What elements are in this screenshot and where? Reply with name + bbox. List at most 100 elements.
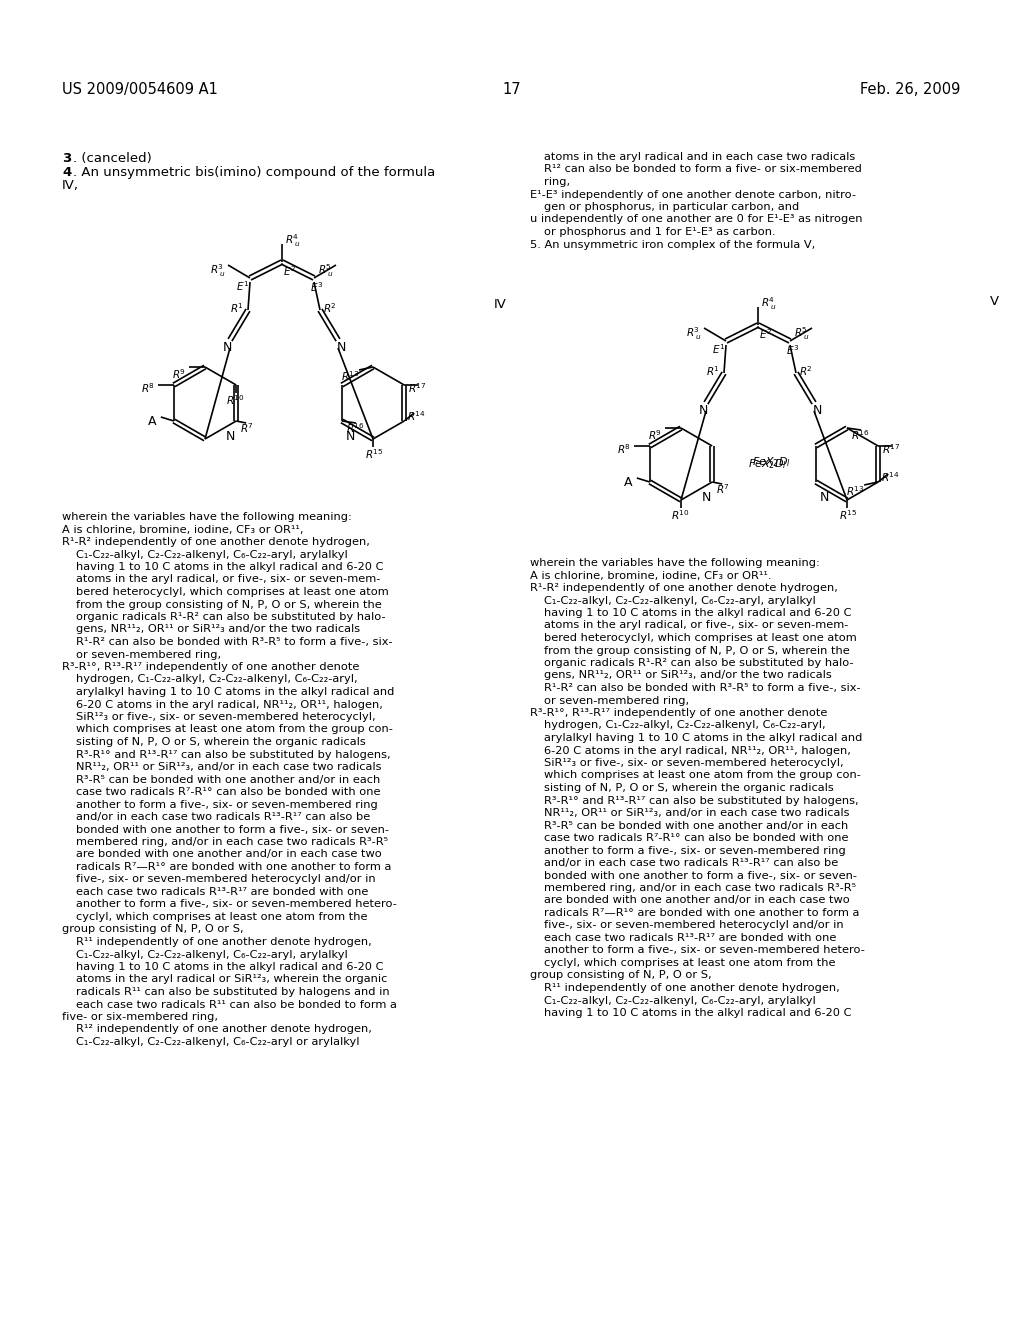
Text: R¹-R² independently of one another denote hydrogen,: R¹-R² independently of one another denot… xyxy=(62,537,370,546)
Text: $R^5_{\ u}$: $R^5_{\ u}$ xyxy=(794,325,810,342)
Text: case two radicals R⁷-R¹° can also be bonded with one: case two radicals R⁷-R¹° can also be bon… xyxy=(76,787,381,797)
Text: membered ring, and/or in each case two radicals R³-R⁵: membered ring, and/or in each case two r… xyxy=(544,883,856,894)
Text: each case two radicals R¹³-R¹⁷ are bonded with one: each case two radicals R¹³-R¹⁷ are bonde… xyxy=(544,933,837,942)
Text: $R^{13}$: $R^{13}$ xyxy=(846,484,865,498)
Text: bonded with one another to form a five-, six- or seven-: bonded with one another to form a five-,… xyxy=(544,870,857,880)
Text: R³-R¹° and R¹³-R¹⁷ can also be substituted by halogens,: R³-R¹° and R¹³-R¹⁷ can also be substitut… xyxy=(76,750,390,759)
Text: V: V xyxy=(990,294,999,308)
Text: R³-R¹°, R¹³-R¹⁷ independently of one another denote: R³-R¹°, R¹³-R¹⁷ independently of one ano… xyxy=(62,663,359,672)
Text: $FeX_2D_l$: $FeX_2D_l$ xyxy=(752,455,791,469)
Text: u independently of one another are 0 for E¹-E³ as nitrogen: u independently of one another are 0 for… xyxy=(530,214,862,224)
Text: $R^4_{\ u}$: $R^4_{\ u}$ xyxy=(761,294,777,312)
Text: $R^7$: $R^7$ xyxy=(716,482,730,496)
Text: or seven-membered ring,: or seven-membered ring, xyxy=(544,696,689,705)
Text: C₁-C₂₂-alkyl, C₂-C₂₂-alkenyl, C₆-C₂₂-aryl or arylalkyl: C₁-C₂₂-alkyl, C₂-C₂₂-alkenyl, C₆-C₂₂-ary… xyxy=(76,1038,359,1047)
Text: $R^1$: $R^1$ xyxy=(706,364,720,378)
Text: R¹-R² independently of one another denote hydrogen,: R¹-R² independently of one another denot… xyxy=(530,583,838,593)
Text: atoms in the aryl radical and in each case two radicals: atoms in the aryl radical and in each ca… xyxy=(544,152,855,162)
Text: $R^3_{\ u}$: $R^3_{\ u}$ xyxy=(210,261,226,279)
Text: SiR¹²₃ or five-, six- or seven-membered heterocyclyl,: SiR¹²₃ or five-, six- or seven-membered … xyxy=(76,711,376,722)
Text: from the group consisting of N, P, O or S, wherein the: from the group consisting of N, P, O or … xyxy=(544,645,850,656)
Text: cyclyl, which comprises at least one atom from the: cyclyl, which comprises at least one ato… xyxy=(544,958,836,968)
Text: gens, NR¹¹₂, OR¹¹ or SiR¹²₃ and/or the two radicals: gens, NR¹¹₂, OR¹¹ or SiR¹²₃ and/or the t… xyxy=(76,624,360,635)
Text: $R^{10}$: $R^{10}$ xyxy=(671,508,690,521)
Text: radicals R⁷—R¹° are bonded with one another to form a: radicals R⁷—R¹° are bonded with one anot… xyxy=(544,908,859,917)
Text: hydrogen, C₁-C₂₂-alkyl, C₂-C₂₂-alkenyl, C₆-C₂₂-aryl,: hydrogen, C₁-C₂₂-alkyl, C₂-C₂₂-alkenyl, … xyxy=(544,721,825,730)
Text: another to form a five-, six- or seven-membered hetero-: another to form a five-, six- or seven-m… xyxy=(544,945,865,956)
Text: . An unsymmetric bis(imino) compound of the formula: . An unsymmetric bis(imino) compound of … xyxy=(73,166,435,180)
Text: bonded with one another to form a five-, six- or seven-: bonded with one another to form a five-,… xyxy=(76,825,389,834)
Text: $R^{10}$: $R^{10}$ xyxy=(226,393,245,407)
Text: another to form a five-, six- or seven-membered ring: another to form a five-, six- or seven-m… xyxy=(544,846,846,855)
Text: having 1 to 10 C atoms in the alkyl radical and 6-20 C: having 1 to 10 C atoms in the alkyl radi… xyxy=(544,1008,852,1018)
Text: radicals R⁷—R¹° are bonded with one another to form a: radicals R⁷—R¹° are bonded with one anot… xyxy=(76,862,391,873)
Text: ring,: ring, xyxy=(544,177,570,187)
Text: atoms in the aryl radical, or five-, six- or seven-mem-: atoms in the aryl radical, or five-, six… xyxy=(544,620,848,631)
Text: R³-R¹°, R¹³-R¹⁷ independently of one another denote: R³-R¹°, R¹³-R¹⁷ independently of one ano… xyxy=(530,708,827,718)
Text: or phosphorus and 1 for E¹-E³ as carbon.: or phosphorus and 1 for E¹-E³ as carbon. xyxy=(544,227,775,238)
Text: atoms in the aryl radical or SiR¹²₃, wherein the organic: atoms in the aryl radical or SiR¹²₃, whe… xyxy=(76,974,387,985)
Text: N: N xyxy=(225,430,234,444)
Text: A is chlorine, bromine, iodine, CF₃ or OR¹¹.: A is chlorine, bromine, iodine, CF₃ or O… xyxy=(530,570,771,581)
Text: R¹¹ independently of one another denote hydrogen,: R¹¹ independently of one another denote … xyxy=(544,983,840,993)
Text: Feb. 26, 2009: Feb. 26, 2009 xyxy=(859,82,961,96)
Text: atoms in the aryl radical, or five-, six- or seven-mem-: atoms in the aryl radical, or five-, six… xyxy=(76,574,380,585)
Text: A: A xyxy=(624,477,633,488)
Text: gens, NR¹¹₂, OR¹¹ or SiR¹²₃, and/or the two radicals: gens, NR¹¹₂, OR¹¹ or SiR¹²₃, and/or the … xyxy=(544,671,831,681)
Text: $R^{17}$: $R^{17}$ xyxy=(883,442,901,455)
Text: $E^1$: $E^1$ xyxy=(236,279,249,293)
Text: N: N xyxy=(337,341,346,354)
Text: N: N xyxy=(699,404,709,417)
Text: cyclyl, which comprises at least one atom from the: cyclyl, which comprises at least one ato… xyxy=(76,912,368,921)
Text: $R^5_{\ u}$: $R^5_{\ u}$ xyxy=(318,261,334,279)
Text: $R^{14}$: $R^{14}$ xyxy=(408,409,426,422)
Text: wherein the variables have the following meaning:: wherein the variables have the following… xyxy=(62,512,352,521)
Text: R¹² independently of one another denote hydrogen,: R¹² independently of one another denote … xyxy=(76,1024,372,1035)
Text: organic radicals R¹-R² can also be substituted by halo-: organic radicals R¹-R² can also be subst… xyxy=(544,657,854,668)
Text: having 1 to 10 C atoms in the alkyl radical and 6-20 C: having 1 to 10 C atoms in the alkyl radi… xyxy=(76,962,384,972)
Text: $R^9$: $R^9$ xyxy=(172,367,186,380)
Text: membered ring, and/or in each case two radicals R³-R⁵: membered ring, and/or in each case two r… xyxy=(76,837,388,847)
Text: N: N xyxy=(701,491,711,504)
Text: group consisting of N, P, O or S,: group consisting of N, P, O or S, xyxy=(530,970,712,981)
Text: $R^2$: $R^2$ xyxy=(799,364,813,378)
Text: 6-20 C atoms in the aryl radical, NR¹¹₂, OR¹¹, halogen,: 6-20 C atoms in the aryl radical, NR¹¹₂,… xyxy=(544,746,851,755)
Text: $R^{13}$: $R^{13}$ xyxy=(341,370,359,383)
Text: each case two radicals R¹¹ can also be bonded to form a: each case two radicals R¹¹ can also be b… xyxy=(76,999,397,1010)
Text: $R^{17}$: $R^{17}$ xyxy=(409,381,427,395)
Text: $R^{16}$: $R^{16}$ xyxy=(346,421,365,434)
Text: 5. An unsymmetric iron complex of the formula V,: 5. An unsymmetric iron complex of the fo… xyxy=(530,239,815,249)
Text: US 2009/0054609 A1: US 2009/0054609 A1 xyxy=(62,82,218,96)
Text: $E^3$: $E^3$ xyxy=(310,280,324,294)
Text: $R^9$: $R^9$ xyxy=(648,428,663,442)
Text: A: A xyxy=(147,414,157,428)
Text: case two radicals R⁷-R¹° can also be bonded with one: case two radicals R⁷-R¹° can also be bon… xyxy=(544,833,849,843)
Text: $E^2$: $E^2$ xyxy=(759,327,772,341)
Text: A is chlorine, bromine, iodine, CF₃ or OR¹¹,: A is chlorine, bromine, iodine, CF₃ or O… xyxy=(62,524,303,535)
Text: $E^2$: $E^2$ xyxy=(283,264,296,277)
Text: bered heterocyclyl, which comprises at least one atom: bered heterocyclyl, which comprises at l… xyxy=(544,634,857,643)
Text: gen or phosphorus, in particular carbon, and: gen or phosphorus, in particular carbon,… xyxy=(544,202,800,213)
Text: IV: IV xyxy=(494,298,507,312)
Text: N: N xyxy=(345,430,354,444)
Text: $E^1$: $E^1$ xyxy=(712,342,725,356)
Text: sisting of N, P, O or S, wherein the organic radicals: sisting of N, P, O or S, wherein the org… xyxy=(76,737,366,747)
Text: five-, six- or seven-membered heterocyclyl and/or in: five-, six- or seven-membered heterocycl… xyxy=(76,874,376,884)
Text: C₁-C₂₂-alkyl, C₂-C₂₂-alkenyl, C₆-C₂₂-aryl, arylalkyl: C₁-C₂₂-alkyl, C₂-C₂₂-alkenyl, C₆-C₂₂-ary… xyxy=(76,549,348,560)
Text: $R^8$: $R^8$ xyxy=(616,442,631,455)
Text: are bonded with one another and/or in each case two: are bonded with one another and/or in ea… xyxy=(76,850,382,859)
Text: 3: 3 xyxy=(62,152,72,165)
Text: N: N xyxy=(223,341,232,354)
Text: 17: 17 xyxy=(503,82,521,96)
Text: radicals R¹¹ can also be substituted by halogens and in: radicals R¹¹ can also be substituted by … xyxy=(76,987,389,997)
Text: wherein the variables have the following meaning:: wherein the variables have the following… xyxy=(530,558,820,568)
Text: N: N xyxy=(819,491,828,504)
Text: IV,: IV, xyxy=(62,180,79,191)
Text: another to form a five-, six- or seven-membered ring: another to form a five-, six- or seven-m… xyxy=(76,800,378,809)
Text: N: N xyxy=(813,404,822,417)
Text: five-, six- or seven-membered heterocyclyl and/or in: five-, six- or seven-membered heterocycl… xyxy=(544,920,844,931)
Text: 6-20 C atoms in the aryl radical, NR¹¹₂, OR¹¹, halogen,: 6-20 C atoms in the aryl radical, NR¹¹₂,… xyxy=(76,700,383,710)
Text: another to form a five-, six- or seven-membered hetero-: another to form a five-, six- or seven-m… xyxy=(76,899,397,909)
Text: $R^{15}$: $R^{15}$ xyxy=(839,508,857,521)
Text: which comprises at least one atom from the group con-: which comprises at least one atom from t… xyxy=(76,725,393,734)
